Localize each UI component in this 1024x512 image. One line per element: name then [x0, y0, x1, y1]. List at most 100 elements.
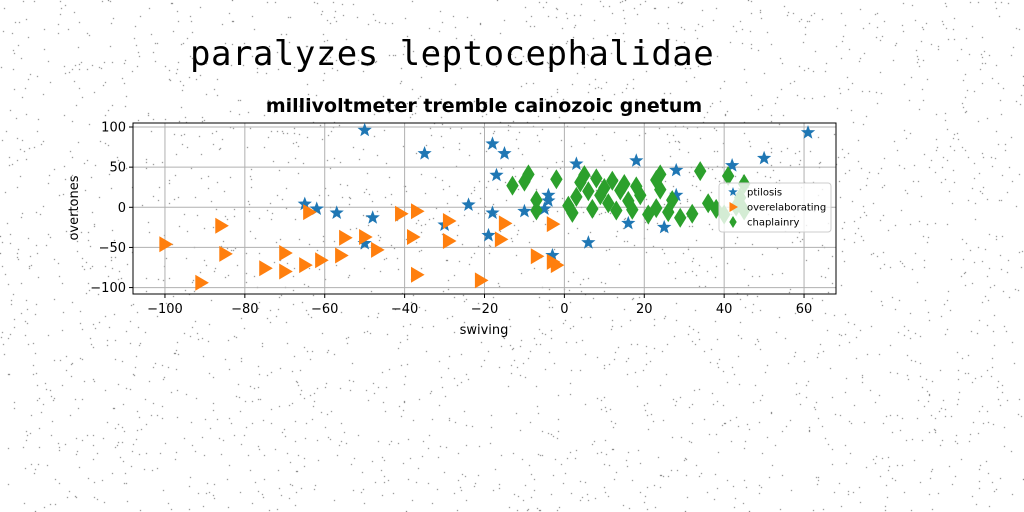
- data-point-ptilosis: [357, 235, 372, 250]
- data-point-chaplainry: [618, 174, 631, 195]
- legend: ptilosis overelaborating chaplainry: [718, 182, 832, 233]
- legend-marker-overelaborating: [729, 202, 738, 212]
- data-point-chaplainry: [606, 170, 619, 191]
- y-axis-label: overtones: [67, 175, 82, 240]
- data-point-chaplainry: [578, 165, 591, 186]
- data-point-ptilosis: [669, 162, 684, 177]
- data-point-overelaborating: [259, 260, 273, 277]
- data-point-chaplainry: [602, 193, 615, 214]
- data-point-overelaborating: [303, 204, 317, 221]
- x-tick-label: −100: [147, 302, 183, 317]
- legend-marker-ptilosis: [728, 187, 738, 196]
- data-point-chaplainry: [614, 180, 627, 201]
- data-point-overelaborating: [195, 274, 209, 291]
- legend-label-overelaborating: overelaborating: [747, 203, 826, 214]
- y-tick-label: −50: [99, 241, 126, 256]
- data-point-chaplainry: [693, 161, 707, 182]
- chart-title: millivoltmeter tremble cainozoic gnetum: [266, 95, 702, 117]
- data-point-chaplainry: [562, 195, 575, 216]
- data-point-ptilosis: [629, 153, 644, 167]
- legend-marker-chaplainry: [729, 216, 737, 228]
- data-point-ptilosis: [297, 196, 312, 211]
- data-point-chaplainry: [721, 165, 735, 186]
- data-point-chaplainry: [586, 198, 599, 219]
- data-point-ptilosis: [725, 158, 740, 172]
- data-point-chaplainry: [598, 178, 611, 199]
- data-point-overelaborating: [159, 236, 173, 253]
- x-axis-ticks: −100 −80 −60 −40 −20 0 20 40 60: [147, 294, 812, 317]
- data-point-overelaborating: [339, 229, 353, 246]
- x-tick-label: −40: [391, 302, 418, 317]
- legend-label-ptilosis: ptilosis: [747, 188, 782, 199]
- data-point-chaplainry: [550, 169, 563, 190]
- data-point-ptilosis: [365, 210, 380, 224]
- data-point-overelaborating: [442, 233, 457, 250]
- data-points: [159, 122, 816, 291]
- data-point-ptilosis: [461, 197, 476, 211]
- data-point-chaplainry: [686, 203, 699, 224]
- data-point-overelaborating: [550, 257, 565, 274]
- data-point-chaplainry: [622, 190, 635, 211]
- x-axis-label: swiving: [460, 323, 509, 338]
- data-point-ptilosis: [309, 201, 324, 215]
- x-tick-label: −60: [311, 302, 338, 317]
- data-point-chaplainry: [522, 164, 535, 185]
- data-point-chaplainry: [634, 185, 647, 206]
- data-point-overelaborating: [498, 215, 513, 232]
- data-point-chaplainry: [654, 164, 667, 185]
- data-point-overelaborating: [359, 229, 373, 245]
- data-point-chaplainry: [530, 200, 543, 221]
- x-tick-label: −20: [471, 302, 498, 317]
- data-point-ptilosis: [669, 187, 684, 202]
- data-point-chaplainry: [610, 200, 623, 221]
- data-point-overelaborating: [335, 247, 349, 264]
- x-tick-label: −80: [231, 302, 258, 317]
- data-point-chaplainry: [582, 181, 595, 202]
- data-point-overelaborating: [474, 272, 489, 289]
- data-point-ptilosis: [485, 136, 500, 150]
- data-point-chaplainry: [590, 168, 603, 189]
- data-point-chaplainry: [570, 186, 583, 207]
- data-point-chaplainry: [530, 190, 543, 211]
- data-point-overelaborating: [219, 245, 233, 262]
- data-point-ptilosis: [517, 203, 532, 218]
- data-point-overelaborating: [407, 229, 421, 245]
- data-point-ptilosis: [329, 205, 344, 219]
- data-point-overelaborating: [546, 216, 561, 233]
- data-point-chaplainry: [566, 202, 579, 223]
- data-point-ptilosis: [497, 146, 512, 160]
- data-point-overelaborating: [410, 266, 425, 283]
- y-tick-label: 50: [109, 161, 126, 176]
- page-heading: paralyzes leptocephalidae: [190, 34, 715, 74]
- data-point-chaplainry: [666, 190, 679, 211]
- x-tick-label: 20: [636, 302, 653, 317]
- x-tick-label: 0: [560, 302, 568, 317]
- data-point-chaplainry: [642, 204, 655, 225]
- data-point-overelaborating: [279, 245, 293, 262]
- data-point-overelaborating: [442, 212, 457, 229]
- series-ptilosis: [297, 122, 816, 262]
- data-point-ptilosis: [417, 146, 432, 160]
- data-point-ptilosis: [800, 125, 816, 139]
- x-tick-label: 60: [796, 302, 813, 317]
- data-point-chaplainry: [709, 198, 723, 219]
- data-point-overelaborating: [215, 217, 229, 234]
- series-overelaborating: [159, 203, 565, 291]
- data-point-chaplainry: [506, 175, 519, 196]
- data-point-chaplainry: [701, 193, 715, 214]
- data-point-ptilosis: [541, 187, 556, 202]
- data-point-overelaborating: [494, 231, 509, 248]
- data-point-overelaborating: [395, 205, 409, 222]
- data-point-ptilosis: [357, 122, 372, 137]
- data-point-chaplainry: [594, 185, 607, 206]
- data-point-overelaborating: [371, 241, 385, 258]
- y-tick-label: 100: [101, 121, 126, 136]
- legend-label-chaplainry: chaplainry: [747, 218, 799, 229]
- data-point-ptilosis: [569, 156, 584, 170]
- data-point-ptilosis: [581, 235, 596, 249]
- x-tick-label: 40: [716, 302, 733, 317]
- y-tick-label: −100: [90, 281, 126, 296]
- data-point-ptilosis: [621, 215, 636, 230]
- data-point-ptilosis: [545, 248, 560, 262]
